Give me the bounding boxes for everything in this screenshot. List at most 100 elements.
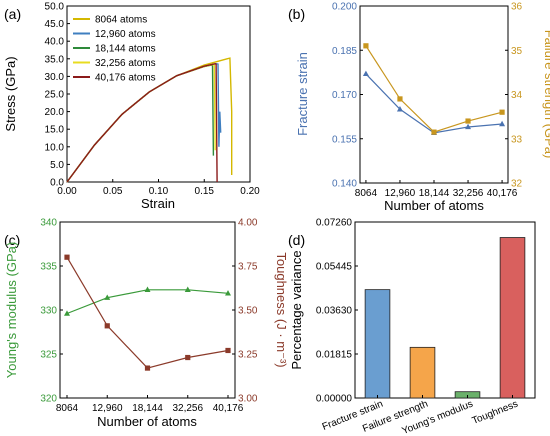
data-point-left-2 <box>144 286 151 292</box>
left-y-tick-label: 0.155 <box>332 134 357 145</box>
panel-d-bars <box>364 237 526 399</box>
data-point-left-0 <box>362 70 369 77</box>
data-point-left-3 <box>184 286 191 292</box>
left-y-tick-label: 0.170 <box>332 90 357 101</box>
right-y-tick-label: 36 <box>511 2 523 13</box>
data-point-right-1 <box>104 323 110 329</box>
series-line-right <box>66 256 229 369</box>
panel-c: (c) 320 325 330 335 340 3.00 3.25 3.50 3.75 4.00… <box>4 218 289 430</box>
data-point-left-1 <box>396 106 403 112</box>
right-y-tick-label: 4.00 <box>238 218 258 229</box>
right-y-tick-label: 32 <box>511 179 523 190</box>
y-tick-label: 10.0 <box>45 142 65 153</box>
panel-c-series <box>64 254 231 371</box>
panel-b-frame <box>359 5 509 184</box>
left-y-tick-label: 320 <box>40 394 57 405</box>
y-tick-label: 50.0 <box>45 2 65 13</box>
x-tick-label: 32,256 <box>453 188 484 199</box>
y-tick-label: 0.07260 <box>316 218 353 229</box>
data-point-right-1 <box>397 96 403 102</box>
x-tick-label: 0.05 <box>103 186 123 197</box>
series-line-left <box>66 289 229 315</box>
data-point-right-4 <box>499 109 505 115</box>
x-tick-label: 40,176 <box>213 403 244 414</box>
panel-a-y-axis-label: Stress (GPa) <box>3 56 18 131</box>
panel-c-left-y-ticks: 320 325 330 335 340 <box>40 218 63 405</box>
panel-d-y-axis-label: Percentage variance <box>289 250 304 369</box>
data-point-right-0 <box>363 43 369 49</box>
x-tick-label: 18,144 <box>132 403 163 414</box>
data-point-right-3 <box>465 118 471 124</box>
right-y-tick-label: 34 <box>511 90 523 101</box>
y-tick-label: 5.0 <box>50 160 64 171</box>
right-y-tick-label: 3.75 <box>238 262 258 273</box>
legend-label-2: 18,144 atoms <box>95 44 156 55</box>
panel-a-legend: 8064 atoms 12,960 atoms 18,144 atoms 32,256… <box>73 15 156 84</box>
x-tick-label: 0.20 <box>240 186 260 197</box>
panel-b-series <box>362 43 506 136</box>
y-tick-label: 0.0 <box>50 178 64 189</box>
series-line-4 <box>66 62 218 183</box>
panel-c-right-y-axis-label: Toughness (J · m⁻³) <box>274 252 289 367</box>
left-y-tick-label: 335 <box>40 262 57 273</box>
left-y-tick-label: 0.140 <box>332 179 357 190</box>
left-y-tick-label: 0.185 <box>332 46 357 57</box>
y-tick-label: 45.0 <box>45 19 65 30</box>
bar-1 <box>409 346 436 399</box>
panel-d-label: (d) <box>288 232 305 248</box>
data-point-left-3 <box>465 123 472 130</box>
panel-b: (b) 0.140 0.155 0.170 0.185 0.200 32 33 34 35 36… <box>288 2 550 214</box>
y-tick-label: 15.0 <box>45 125 65 136</box>
panel-b-right-y-ticks: 32 33 34 35 36 <box>505 2 523 190</box>
data-point-left-4 <box>225 290 231 296</box>
x-tick-label: 12,960 <box>385 188 416 199</box>
x-tick-label: 8064 <box>56 403 79 414</box>
panel-c-label: (c) <box>4 232 20 248</box>
right-y-tick-label: 35 <box>511 46 523 57</box>
bar-3 <box>499 237 526 399</box>
x-tick-label: 0.10 <box>149 186 169 197</box>
data-point-right-0 <box>64 254 70 260</box>
y-tick-label: 0.05445 <box>316 262 353 273</box>
x-tick-label: 0.15 <box>195 186 215 197</box>
x-tick-label: 40,176 <box>487 188 518 199</box>
right-y-tick-label: 3.00 <box>238 394 258 405</box>
panel-d-y-ticks: 0.00000 0.01815 0.03630 0.05445 0.07260 <box>316 218 358 405</box>
data-point-left-1 <box>104 294 111 300</box>
y-tick-label: 40.0 <box>45 37 65 48</box>
x-tick-label: 12,960 <box>92 403 123 414</box>
panel-d: (d) 0.000000.018150.036300.054450.07260 … <box>288 218 536 436</box>
right-y-tick-label: 3.25 <box>238 350 258 361</box>
legend-label-1: 12,960 atoms <box>95 29 156 40</box>
panel-b-left-y-axis-label: Fracture strain <box>295 52 310 136</box>
panel-a: (a) 0.0 5.0 10.0 15.0 20.0 25.0 30.0 35.0 40.0 45… <box>3 2 260 212</box>
panel-c-x-axis-label: Number of atoms <box>97 414 197 429</box>
left-y-tick-label: 325 <box>40 350 57 361</box>
bar-0 <box>364 289 391 399</box>
series-line-right <box>365 45 503 133</box>
legend-label-3: 32,256 atoms <box>95 58 156 69</box>
panel-a-y-ticks: 0.0 5.0 10.0 15.0 20.0 25.0 30.0 35.0 40.0 45.0 50… <box>45 2 70 189</box>
y-tick-label: 25.0 <box>45 90 65 101</box>
panel-b-x-axis-label: Number of atoms <box>384 198 484 213</box>
y-tick-label: 20.0 <box>45 107 65 118</box>
legend-label-0: 8064 atoms <box>95 15 147 26</box>
panel-a-label: (a) <box>4 6 21 22</box>
y-tick-label: 0.00000 <box>316 394 353 405</box>
panel-c-left-y-axis-label: Young's modulus (GPa) <box>4 242 19 378</box>
legend-label-4: 40,176 atoms <box>95 73 156 84</box>
x-tick-label: 32,256 <box>172 403 203 414</box>
data-point-right-2 <box>431 129 437 135</box>
left-y-tick-label: 330 <box>40 306 57 317</box>
panel-a-x-axis-label: Strain <box>141 196 175 211</box>
x-tick-label: Toughness <box>471 399 520 427</box>
right-y-tick-label: 3.50 <box>238 306 258 317</box>
panel-c-x-ticks: 8064 12,960 18,144 32,256 40,176 <box>56 395 244 414</box>
data-point-left-4 <box>499 120 506 127</box>
left-y-tick-label: 340 <box>40 218 57 229</box>
left-y-tick-label: 0.200 <box>332 2 357 13</box>
panel-c-frame <box>59 221 236 399</box>
panel-a-series-lines <box>66 57 233 183</box>
y-tick-label: 0.03630 <box>316 306 353 317</box>
